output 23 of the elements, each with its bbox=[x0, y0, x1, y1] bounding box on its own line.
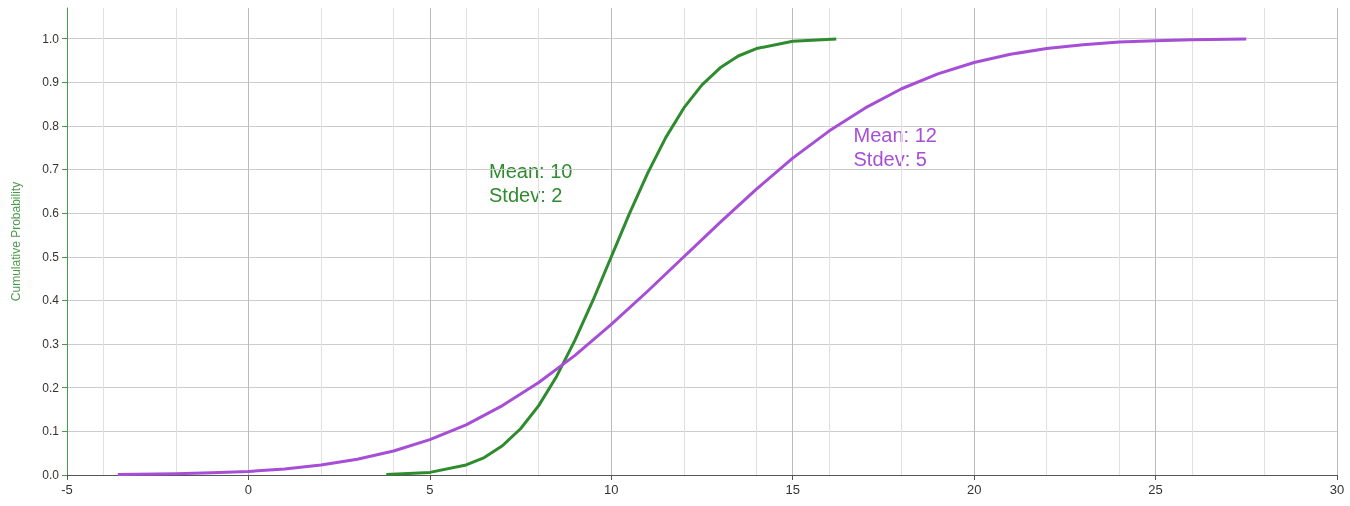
y-tick-label: 1.0 bbox=[42, 31, 60, 46]
y-tick-label: 0.3 bbox=[42, 337, 60, 352]
x-tick-label: 10 bbox=[604, 482, 619, 497]
y-tick-label: 0.6 bbox=[42, 206, 60, 221]
x-tick-label: -5 bbox=[61, 482, 73, 497]
x-tick-label: 15 bbox=[785, 482, 800, 497]
y-tick-label: 0.4 bbox=[42, 293, 60, 308]
y-tick-label: 0.1 bbox=[42, 424, 60, 439]
line-series bbox=[384, 37, 838, 477]
annotation: Mean: 12 Stdev: 5 bbox=[853, 124, 937, 171]
x-tick-label: 0 bbox=[244, 482, 253, 497]
y-tick-label: 0.2 bbox=[42, 380, 60, 395]
y-tick-label: 0.8 bbox=[42, 118, 60, 133]
y-tick-label: 0.7 bbox=[42, 162, 60, 177]
y-axis-title: Cumulative Probability bbox=[9, 181, 23, 302]
y-tick-label: 0.9 bbox=[42, 75, 60, 90]
x-tick-label: 25 bbox=[1148, 482, 1163, 497]
x-tick-label: 5 bbox=[426, 482, 434, 497]
x-tick-label: 20 bbox=[966, 482, 982, 497]
y-tick-label: 0.0 bbox=[42, 468, 60, 482]
y-tick-label: 0.5 bbox=[42, 249, 60, 264]
line-series bbox=[116, 37, 1248, 477]
x-tick-label: 30 bbox=[1329, 482, 1345, 497]
